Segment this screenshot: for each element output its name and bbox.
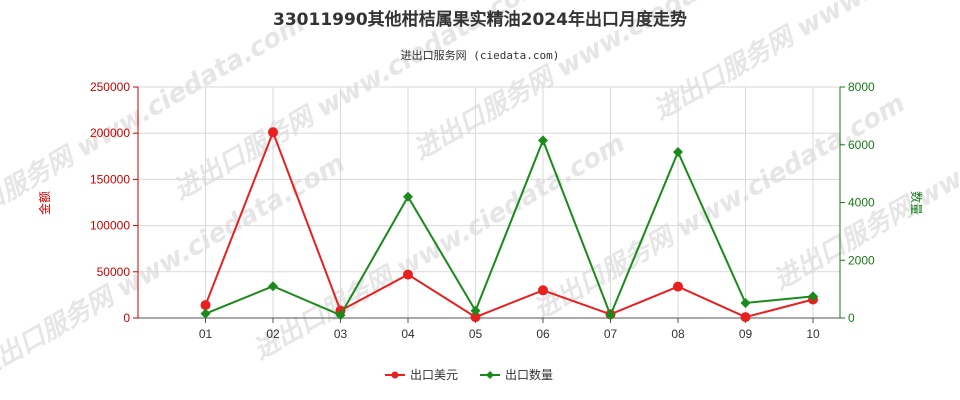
x-axis-tick-label: 05 [469,327,483,341]
series-1-point [470,305,481,316]
legend-item-1: 出口数量 [480,367,553,382]
series-1-point [268,281,278,292]
legend-item-0: 出口美元 [385,368,458,382]
y-axis-left-tick-label: 100000 [90,219,130,233]
series-1-point [673,146,683,157]
y-axis-left-tick-label: 50000 [97,265,131,279]
legend-swatch-marker-0 [391,371,399,379]
series-1-group [200,135,818,321]
y-axis-right-tick-label: 2000 [848,253,875,267]
series-1-point [335,310,346,321]
legend-swatch-marker-1 [486,371,494,379]
axes-layer: 0 50000 100000 150000 200000 250000 0 2000 4000 6… [90,80,875,341]
y-axis-left-tick-label: 250000 [90,80,130,94]
series-1-point [605,310,616,321]
series-0-group [200,127,818,323]
series-0-point [200,300,211,311]
x-axis-tick-label: 01 [199,327,213,341]
x-axis-tick-label: 04 [401,327,415,341]
legend-label-1: 出口数量 [505,367,553,382]
series-0-point [740,312,751,323]
chart-subtitle: 进出口服务网 (ciedata.com) [401,48,560,62]
legend-layer: 出口美元 出口数量 [385,367,553,382]
y-axis-left-tick-label: 0 [123,311,130,325]
series-1-point [538,135,548,146]
watermark-text: 进出口服务网 www.ciedata.com [649,0,960,126]
series-0-point [470,312,481,323]
y-axis-left-tick-label: 150000 [90,172,130,186]
series-0-point [403,269,413,280]
x-axis-tick-label: 08 [671,327,685,341]
series-1-point [740,297,751,308]
series-0-point [538,285,548,296]
y-axis-left-tick-label: 200000 [90,126,130,140]
series-0-point [268,127,278,138]
series-1-point [200,308,211,319]
y-axis-right-tick-label: 6000 [848,138,875,152]
series-1-line [205,137,814,318]
y-axis-right-tick-label: 0 [848,311,855,325]
watermark-text: 进出口服务网 www.ciedata.com [249,128,631,366]
x-axis-tick-label: 03 [334,327,348,341]
series-0-point [673,281,683,292]
chart-title: 33011990其他柑桔属果实精油2024年出口月度走势 [273,9,687,30]
y-axis-right-tick-label: 4000 [848,196,875,210]
x-axis-tick-label: 07 [604,327,618,341]
series-layer [200,127,818,323]
series-0-line [204,129,814,319]
y-axis-left-label: 金额 [37,191,52,215]
y-axis-right-label: 数量 [909,191,924,215]
x-axis-tick-label: 02 [266,327,280,341]
series-1-point [808,291,818,302]
legend-label-0: 出口美元 [410,368,458,382]
series-1-point [403,191,413,202]
x-axis-tick-label: 10 [806,327,820,341]
x-axis-tick-label: 09 [739,327,753,341]
y-axis-right-tick-label: 8000 [848,80,875,94]
x-axis-tick-label: 06 [536,327,550,341]
